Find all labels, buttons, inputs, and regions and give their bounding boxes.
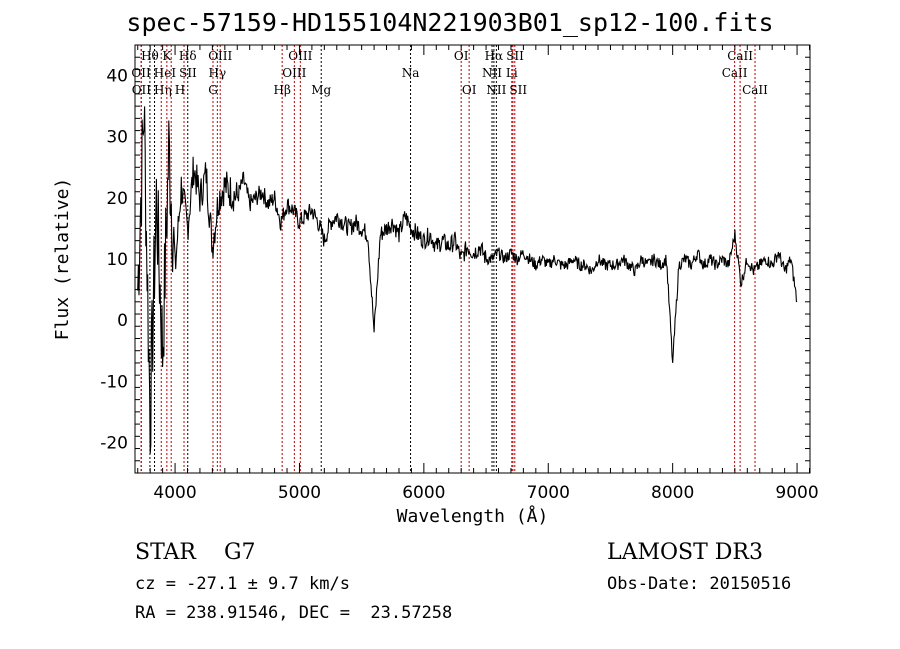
y-tick-label: -20 bbox=[100, 433, 128, 453]
survey-label: LAMOST DR3 bbox=[607, 540, 763, 565]
chart-title: spec-57159-HD155104N221903B01_sp12-100.f… bbox=[126, 8, 774, 37]
x-tick-label: 6000 bbox=[402, 483, 445, 503]
plot-frame bbox=[134, 44, 811, 474]
spectral-line-label: Hθ bbox=[141, 49, 159, 63]
spectral-line-label: Hγ bbox=[209, 66, 227, 80]
x-tick-label: 4000 bbox=[153, 483, 196, 503]
y-tick-label: 30 bbox=[106, 128, 128, 148]
spectral-line-label: SII bbox=[506, 49, 524, 63]
x-tick-label: 9000 bbox=[775, 483, 818, 503]
spectral-line-label: CaII bbox=[722, 66, 748, 80]
spectral-line-label: OI bbox=[462, 83, 477, 97]
spectral-line-label: H bbox=[175, 83, 185, 97]
spectral-line-label: K bbox=[162, 49, 172, 63]
spectral-line-label: SII bbox=[509, 83, 527, 97]
spectral-line-label: OIII bbox=[208, 49, 232, 63]
y-axis-label: Flux (relative) bbox=[52, 178, 73, 341]
y-tick-label: 0 bbox=[117, 311, 128, 331]
x-tick-label: 5000 bbox=[278, 483, 321, 503]
spectral-line-label: Li bbox=[506, 66, 518, 80]
obs-date: Obs-Date: 20150516 bbox=[607, 574, 792, 594]
x-tick-label: 7000 bbox=[527, 483, 570, 503]
spectral-line-label: NII bbox=[482, 66, 502, 80]
spectral-line-label: CaII bbox=[742, 83, 768, 97]
spectral-line-label: Hβ bbox=[274, 83, 291, 97]
spectral-line-label: Hδ bbox=[179, 49, 197, 63]
spectral-line-label: Hη bbox=[154, 83, 172, 97]
spectral-line-label: OI bbox=[454, 49, 469, 63]
spectral-line-label: CaII bbox=[727, 49, 753, 63]
spectral-line-label: NII bbox=[486, 83, 506, 97]
spectral-line-label: G bbox=[208, 83, 218, 97]
y-tick-label: -10 bbox=[100, 372, 128, 392]
redshift-info: cz = -27.1 ± 9.7 km/s bbox=[135, 574, 350, 594]
x-axis-label: Wavelength (Å) bbox=[397, 505, 549, 527]
spectral-line-label: OIII bbox=[288, 49, 312, 63]
y-tick-label: 10 bbox=[106, 250, 128, 270]
x-tick-label: 8000 bbox=[651, 483, 694, 503]
spectrum-line bbox=[137, 106, 798, 454]
y-tick-label: 20 bbox=[106, 189, 128, 209]
spectral-line-label: OIII bbox=[282, 66, 306, 80]
spectral-line-label: Hα bbox=[485, 49, 504, 63]
spectral-line-label: Mg bbox=[311, 83, 331, 97]
y-tick-label: 40 bbox=[106, 67, 128, 87]
coordinates-info: RA = 238.91546, DEC = 23.57258 bbox=[135, 603, 453, 623]
object-class: STAR G7 bbox=[135, 540, 256, 565]
spectral-line-label: HeI bbox=[154, 66, 177, 80]
spectral-line-label: Na bbox=[402, 66, 420, 80]
